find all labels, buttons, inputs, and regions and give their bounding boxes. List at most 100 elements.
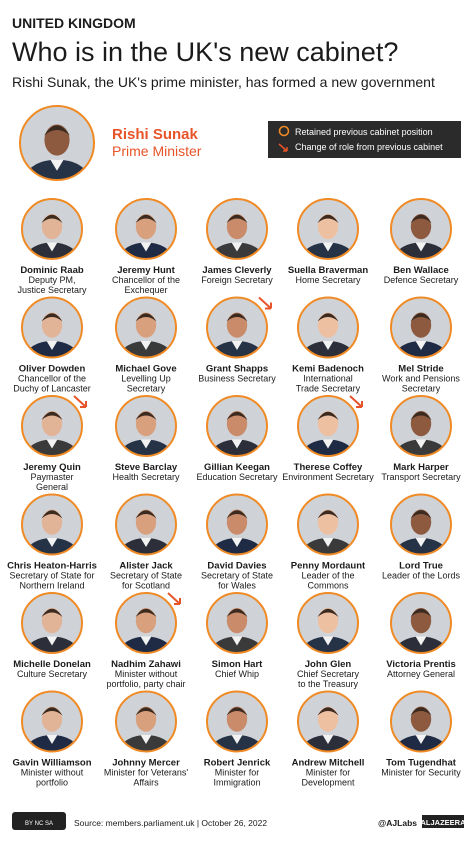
portrait-figure [211, 411, 263, 456]
shoulders [302, 735, 354, 752]
portrait [21, 690, 83, 753]
member-name: Ben Wallace [393, 265, 449, 276]
portrait-ring [297, 395, 359, 457]
member-role: to the Treasury [298, 679, 359, 689]
hair [226, 313, 248, 322]
portrait-figure [211, 706, 263, 752]
member-role: Work and Pensions [382, 374, 460, 384]
member-role: Business Secretary [198, 374, 276, 384]
hair [317, 411, 339, 420]
hair [226, 707, 248, 716]
head [135, 706, 157, 732]
portrait-ring [206, 296, 268, 359]
hair [317, 707, 339, 716]
portrait-figure [302, 214, 354, 259]
hair [41, 510, 63, 519]
role-change-arrow [349, 395, 363, 408]
shirt [231, 735, 243, 744]
portrait [21, 493, 83, 556]
hair [135, 411, 157, 420]
member-role: portfolio, party chair [106, 679, 185, 689]
member-role: for Scotland [122, 581, 170, 591]
portrait-ring [115, 493, 177, 556]
shoulders [120, 636, 172, 653]
shoulders [211, 242, 263, 259]
member-name: Michelle Donelan [13, 659, 91, 670]
member-name: Victoria Prentis [386, 659, 456, 670]
portrait-figure [395, 312, 447, 358]
shirt [50, 159, 64, 171]
shoulders [211, 538, 263, 555]
portrait-ring [21, 493, 83, 556]
shirt [415, 538, 427, 547]
member-role: Health Secretary [112, 472, 180, 482]
member-role: Secretary [402, 384, 441, 394]
hair [410, 214, 432, 223]
member-role: Duchy of Lancaster [13, 384, 91, 394]
portrait-ring [206, 198, 268, 260]
shoulders [120, 341, 172, 358]
member-name: Gillian Keegan [204, 462, 270, 473]
portrait-ring [206, 592, 268, 654]
member-role: Justice Secretary [17, 285, 87, 295]
portrait [115, 296, 177, 359]
member-name: Steve Barclay [115, 462, 178, 473]
hair [135, 707, 157, 716]
shoulders [211, 341, 263, 358]
legend: Retained previous cabinet position Chang… [268, 121, 461, 158]
head [410, 214, 432, 240]
portrait-figure [302, 608, 354, 653]
member-role: Deputy PM, [28, 275, 75, 285]
portrait [297, 690, 359, 753]
head [317, 214, 339, 240]
member-name: Kemi Badenoch [292, 364, 364, 375]
portrait-ring [297, 296, 359, 359]
shoulders [211, 735, 263, 752]
member-role: Exchequer [124, 285, 167, 295]
hair [317, 214, 339, 223]
portrait-ring [21, 592, 83, 654]
head [410, 509, 432, 535]
shoulders [302, 538, 354, 555]
shirt [231, 439, 243, 449]
portrait-ring [19, 105, 95, 181]
member-name: Alister Jack [119, 561, 173, 572]
member-name: Chris Heaton-Harris [7, 561, 97, 572]
head [317, 608, 339, 634]
member-role: Trade Secretary [296, 384, 361, 394]
shirt [231, 538, 243, 547]
portrait-figure [302, 706, 354, 752]
portrait [390, 690, 452, 753]
head [410, 312, 432, 338]
shirt [46, 341, 58, 350]
member-role: Development [301, 778, 355, 788]
shirt [322, 341, 334, 350]
shirt [46, 735, 58, 744]
member-role: Transport Secretary [381, 472, 461, 482]
hair [41, 313, 63, 322]
member-name: Lord True [399, 561, 443, 572]
portrait [390, 493, 452, 556]
shoulders [26, 538, 78, 555]
portrait [206, 592, 268, 654]
member-role: portfolio [36, 778, 68, 788]
member-role: Chief Secretary [297, 669, 360, 679]
head [41, 608, 63, 634]
hair [44, 125, 70, 136]
head [410, 706, 432, 732]
shoulders [302, 341, 354, 358]
shirt [322, 439, 334, 449]
portrait-figure [395, 411, 447, 456]
head [135, 411, 157, 437]
hair [41, 411, 63, 420]
portrait-figure [120, 706, 172, 752]
portrait [206, 198, 268, 260]
portrait-ring [297, 690, 359, 753]
hair [226, 214, 248, 223]
portrait-ring [115, 395, 177, 457]
member-role: Minister without [21, 768, 84, 778]
shirt [231, 636, 243, 646]
shoulders [302, 636, 354, 653]
portrait-ring [206, 395, 268, 457]
